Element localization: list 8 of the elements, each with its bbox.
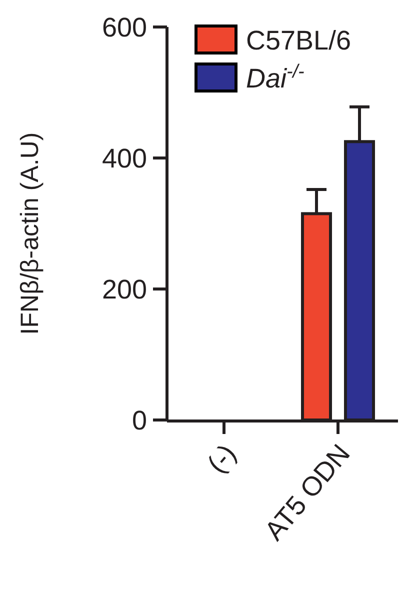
legend-label: Dai$^{-/-}$ [246,60,304,94]
y-tick-label: 200 [102,274,147,304]
x-tick-label: (-) [202,438,242,479]
y-axis-title: IFNβ/β-actin (A.U) [16,132,44,335]
y-tick-label: 400 [102,143,147,174]
y-tick-label: 600 [102,12,147,42]
legend-label: C57BL/6 [246,25,352,56]
y-tick-label: 0 [132,405,147,436]
